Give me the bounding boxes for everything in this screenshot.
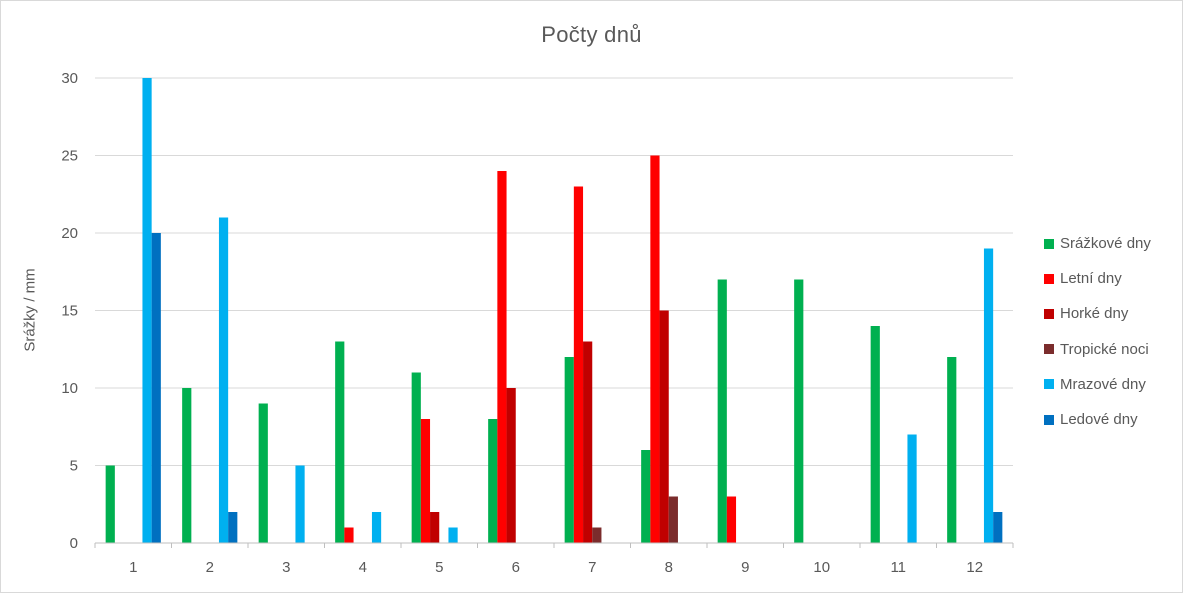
- bar: [641, 450, 651, 543]
- legend-item: Letní dny: [1044, 261, 1151, 296]
- bar: [506, 388, 516, 543]
- y-tick-label: 5: [70, 458, 78, 475]
- legend-item: Mrazové dny: [1044, 367, 1151, 402]
- bar: [564, 357, 574, 543]
- legend-item: Horké dny: [1044, 296, 1151, 331]
- y-tick-label: 20: [61, 225, 78, 242]
- bar: [295, 465, 305, 543]
- bar: [420, 419, 431, 543]
- bar: [151, 233, 161, 543]
- bar: [335, 341, 345, 543]
- y-tick-label: 10: [61, 380, 78, 397]
- legend-label: Horké dny: [1060, 305, 1129, 323]
- bar: [650, 155, 660, 543]
- x-tick-label: 4: [359, 559, 367, 576]
- bar: [228, 512, 238, 543]
- x-tick-label: 6: [512, 559, 520, 576]
- bar: [726, 496, 737, 543]
- bar: [592, 527, 602, 543]
- bar: [717, 279, 727, 543]
- bar: [573, 186, 584, 543]
- x-tick-label: 12: [966, 559, 983, 576]
- legend-swatch: [1044, 344, 1054, 355]
- x-tick-label: 1: [129, 559, 137, 576]
- bar: [947, 357, 957, 543]
- x-tick-label: 9: [741, 559, 749, 576]
- legend-swatch: [1044, 238, 1054, 249]
- y-tick-label: 30: [61, 70, 78, 87]
- bar: [794, 279, 804, 543]
- x-tick-label: 10: [813, 559, 830, 576]
- bar: [448, 527, 458, 543]
- bar: [430, 512, 440, 543]
- bars: [105, 78, 1003, 543]
- bar: [583, 341, 593, 543]
- bar: [105, 465, 115, 543]
- bar: [659, 310, 669, 543]
- chart-title: Počty dnů: [541, 22, 642, 47]
- legend-item: Srážkové dny: [1044, 226, 1151, 261]
- gridlines: [95, 77, 1013, 466]
- bar: [497, 171, 507, 543]
- x-tick-label: 8: [665, 559, 673, 576]
- legend-item: Ledové dny: [1044, 402, 1151, 437]
- y-tick-label: 0: [70, 535, 78, 552]
- y-tick-label: 25: [61, 148, 78, 165]
- y-tick-label: 15: [61, 303, 78, 320]
- x-tick-label: 5: [435, 559, 443, 576]
- legend-label: Letní dny: [1060, 270, 1122, 288]
- x-tick-label: 7: [588, 559, 596, 576]
- bar: [668, 496, 678, 543]
- legend: Srážkové dny Letní dny Horké dny Tropické n…: [1044, 226, 1151, 437]
- x-tick-label: 3: [282, 559, 290, 576]
- legend-swatch: [1044, 379, 1054, 390]
- legend-swatch: [1044, 414, 1054, 425]
- bar: [344, 527, 354, 543]
- legend-swatch: [1044, 273, 1054, 284]
- legend-label: Ledové dny: [1060, 411, 1138, 429]
- bar: [411, 372, 421, 543]
- bar: [142, 78, 152, 543]
- bar: [488, 419, 498, 543]
- legend-label: Mrazové dny: [1060, 375, 1146, 393]
- bar: [371, 512, 382, 543]
- x-tick-label: 11: [890, 559, 906, 576]
- bar: [983, 248, 994, 543]
- bar: [182, 388, 192, 543]
- bar: [870, 326, 880, 543]
- legend-label: Srážkové dny: [1060, 235, 1151, 253]
- bar: [258, 403, 268, 543]
- bar: [907, 434, 917, 543]
- x-tick-label: 2: [206, 559, 214, 576]
- legend-swatch: [1044, 308, 1054, 319]
- x-axis: [94, 542, 1014, 548]
- bar: [218, 217, 229, 543]
- bar: [993, 512, 1003, 543]
- legend-item: Tropické noci: [1044, 332, 1151, 367]
- legend-label: Tropické noci: [1060, 340, 1149, 358]
